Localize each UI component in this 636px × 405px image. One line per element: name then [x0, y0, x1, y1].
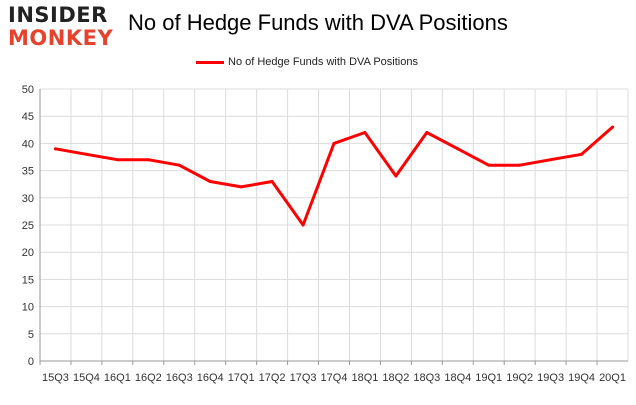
x-tick-label: 19Q1 [475, 372, 502, 384]
y-tick-label: 10 [22, 302, 34, 314]
x-tick-label: 16Q1 [104, 372, 131, 384]
x-tick-label: 16Q4 [197, 372, 224, 384]
x-tick-label: 18Q3 [413, 372, 440, 384]
data-point [549, 158, 553, 162]
data-point [611, 125, 615, 129]
data-point [456, 147, 460, 151]
data-point [270, 179, 274, 183]
data-point [363, 131, 367, 135]
series-layer [53, 125, 615, 227]
data-point [332, 141, 336, 145]
y-tick-labels: 0 5 10 15 20 25 30 35 40 45 50 [22, 84, 34, 368]
data-point [208, 179, 212, 183]
x-tick-label: 20Q1 [599, 372, 626, 384]
axes [39, 89, 628, 365]
x-tick-label: 18Q2 [382, 372, 409, 384]
y-tick-label: 40 [22, 138, 34, 150]
data-point [53, 147, 57, 151]
y-tick-label: 45 [22, 111, 34, 123]
y-tick-label: 50 [22, 84, 34, 96]
x-tick-label: 17Q1 [228, 372, 255, 384]
x-tick-label: 16Q3 [166, 372, 193, 384]
series-line-0 [54, 125, 614, 227]
x-tick-label: 18Q4 [444, 372, 471, 384]
x-tick-label: 17Q4 [321, 372, 348, 384]
insider-monkey-logo: INSIDER MONKEY [8, 4, 116, 52]
legend-swatch [196, 60, 224, 64]
y-tick-label: 15 [22, 274, 34, 286]
y-tick-label: 20 [22, 247, 34, 259]
y-tick-label: 30 [22, 193, 34, 205]
data-point [394, 174, 398, 178]
data-point [177, 163, 181, 167]
data-point [146, 158, 150, 162]
x-tick-label: 17Q3 [290, 372, 317, 384]
data-point [239, 185, 243, 189]
data-point [487, 163, 491, 167]
data-point [425, 131, 429, 135]
data-point [580, 152, 584, 156]
y-tick-label: 5 [28, 329, 34, 341]
x-tick-labels: 15Q3 15Q4 16Q1 16Q2 16Q3 16Q4 17Q1 17Q2 17Q3 17Q4… [42, 372, 626, 384]
data-point [301, 223, 305, 227]
logo-line-2: MONKEY [8, 26, 114, 50]
data-point [518, 163, 522, 167]
x-tick-label: 17Q2 [259, 372, 286, 384]
x-tick-label: 19Q3 [537, 372, 564, 384]
y-tick-label: 25 [22, 220, 34, 232]
y-tick-label: 0 [28, 356, 34, 368]
x-tick-label: 15Q4 [73, 372, 100, 384]
x-tick-label: 19Q2 [506, 372, 533, 384]
y-tick-label: 35 [22, 166, 34, 178]
x-tick-label: 18Q1 [351, 372, 378, 384]
chart-title: No of Hedge Funds with DVA Positions [128, 10, 508, 35]
data-point [84, 152, 88, 156]
x-tick-label: 15Q3 [42, 372, 69, 384]
logo-line-1: INSIDER [8, 3, 108, 27]
grid-lines [40, 88, 629, 361]
x-tick-label: 16Q2 [135, 372, 162, 384]
legend-label: No of Hedge Funds with DVA Positions [228, 56, 418, 68]
x-tick-label: 19Q4 [568, 372, 595, 384]
chart-legend: No of Hedge Funds with DVA Positions [196, 54, 418, 70]
data-point [115, 158, 119, 162]
